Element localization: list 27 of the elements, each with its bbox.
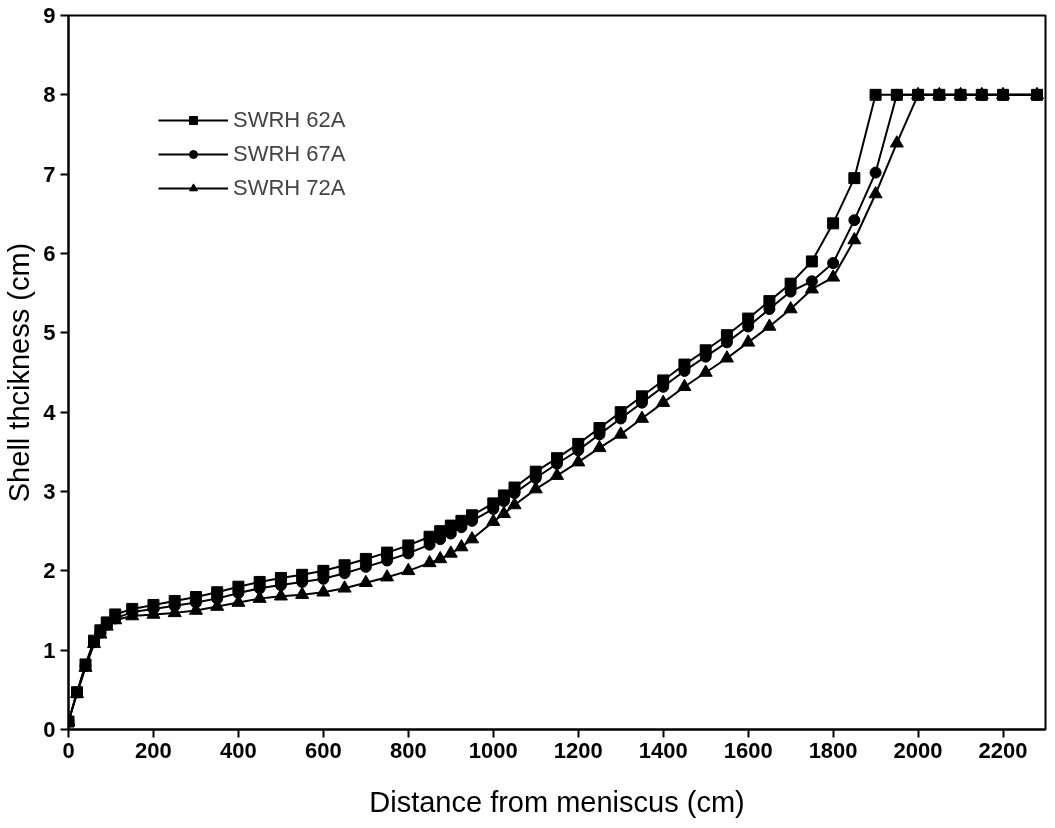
legend-label: SWRH 62A (233, 106, 346, 134)
x-tick-label: 0 (62, 737, 75, 763)
y-tick-label: 9 (43, 3, 56, 28)
x-axis-title: Distance from meniscus (cm) (369, 785, 745, 818)
y-tick-label: 0 (43, 717, 56, 742)
x-tick-label: 200 (135, 737, 172, 763)
y-tick-label: 7 (43, 161, 56, 187)
x-tick-label: 1200 (553, 737, 603, 763)
legend-label: SWRH 72A (233, 174, 346, 202)
x-tick-label: 1600 (723, 737, 773, 763)
x-tick-label: 400 (220, 737, 257, 763)
y-tick-label: 5 (43, 320, 56, 346)
x-tick-label: 1400 (638, 737, 688, 763)
y-axis-title: Shell thcikness (cm) (3, 242, 36, 503)
x-tick-label: 2000 (893, 737, 943, 763)
y-tick-label: 1 (43, 637, 56, 663)
x-tick-label: 800 (389, 737, 427, 763)
x-tick-label: 1000 (468, 737, 518, 763)
y-tick-label: 2 (43, 558, 56, 584)
y-tick-label: 4 (43, 399, 57, 425)
x-tick-label: 600 (305, 737, 342, 763)
y-tick-label: 6 (43, 241, 56, 266)
legend-label: SWRH 67A (233, 140, 346, 168)
y-tick-label: 3 (43, 479, 56, 504)
x-tick-label: 1800 (808, 737, 858, 763)
x-tick-label: 2200 (978, 737, 1028, 763)
y-tick-label: 8 (43, 82, 56, 108)
